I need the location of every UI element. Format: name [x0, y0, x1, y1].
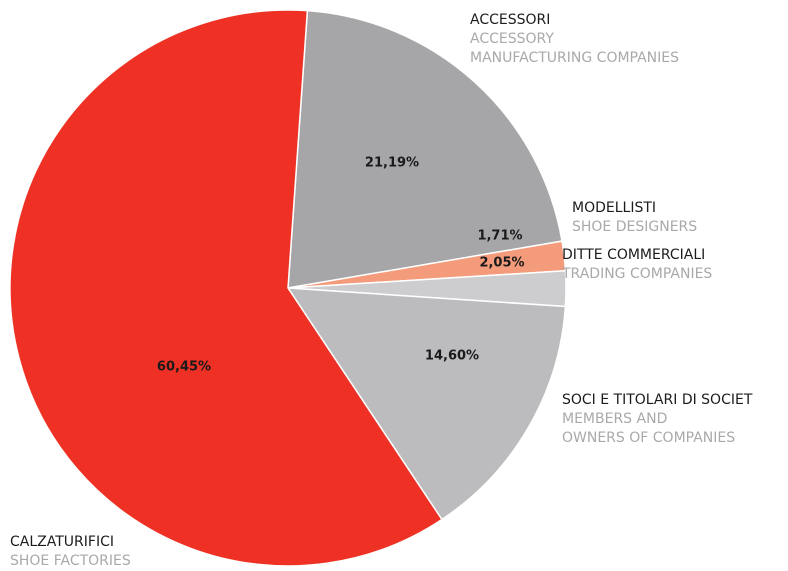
category-label-accessori: ACCESSORI [470, 12, 550, 28]
pie-slice-calzaturifici [9, 9, 443, 567]
category-label-calzaturifici: CALZATURIFICI [10, 534, 114, 550]
category-sublabel-soci-e-titolari: OWNERS OF COMPANIES [562, 430, 735, 446]
percentage-label-modellisti: 1,71% [477, 229, 522, 244]
percentage-label-soci-e-titolari: 14,60% [425, 349, 479, 364]
category-sublabel-soci-e-titolari: MEMBERS AND [562, 411, 667, 427]
percentage-labels: 21,19% 1,71% 2,05% 14,60% 60,45% [157, 156, 525, 375]
percentage-label-calzaturifici: 60,45% [157, 360, 211, 375]
category-sublabel-calzaturifici: SHOE FACTORIES [10, 553, 131, 569]
percentage-label-ditte-commerciali: 2,05% [479, 256, 524, 271]
pie-slices [9, 9, 567, 567]
category-sublabel-modellisti: SHOE DESIGNERS [572, 219, 697, 235]
category-labels: ACCESSORI ACCESSORY MANUFACTURING COMPANIE… [10, 12, 753, 569]
category-label-soci-e-titolari: SOCI E TITOLARI DI SOCIET [562, 392, 753, 408]
percentage-label-accessori: 21,19% [365, 156, 419, 171]
category-label-ditte-commerciali: DITTE COMMERCIALI [562, 247, 705, 263]
category-sublabel-accessori: ACCESSORY [470, 31, 554, 47]
category-sublabel-ditte-commerciali: TRADING COMPANIES [561, 266, 712, 282]
category-sublabel-accessori: MANUFACTURING COMPANIES [470, 50, 679, 66]
pie-slice-accessori [287, 9, 563, 289]
pie-slice-soci-e-titolari [287, 287, 567, 521]
category-label-modellisti: MODELLISTI [572, 200, 656, 216]
